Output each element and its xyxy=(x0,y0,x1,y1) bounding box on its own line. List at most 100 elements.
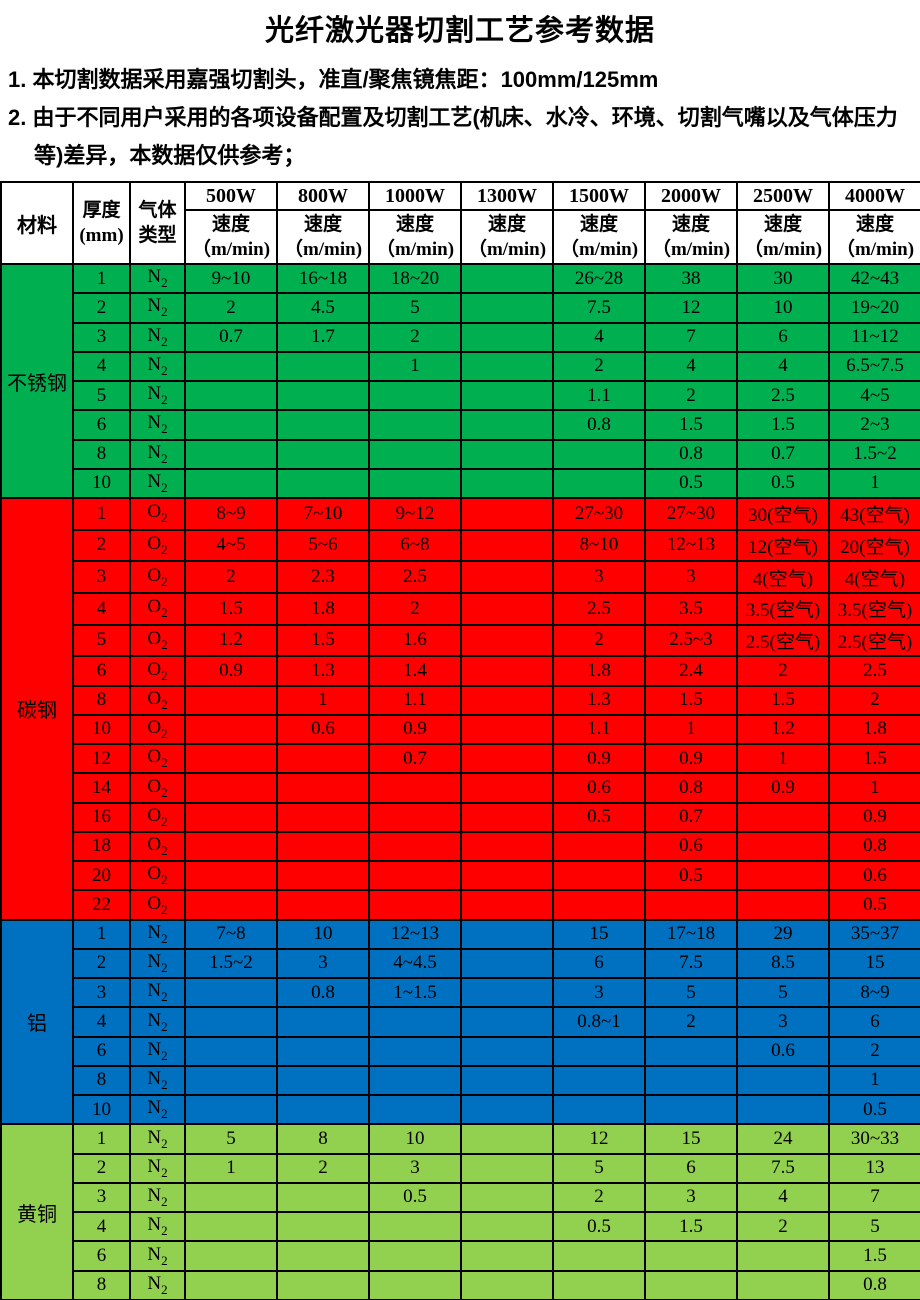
table-row: 22 O2 0.5 xyxy=(1,889,920,921)
speed-label: 速度 xyxy=(303,214,342,235)
speed-cell xyxy=(368,860,462,892)
speed-cell: 20(空气) xyxy=(828,528,920,563)
speed-cell: 24 xyxy=(736,1123,830,1155)
thickness-cell: 4 xyxy=(72,1006,131,1038)
speed-cell: 1 xyxy=(828,1064,920,1097)
note-1: 1. 本切割数据采用嘉强切割头，准直/聚焦镜焦距：100mm/125mm xyxy=(8,67,659,92)
table-row: 8 N2 1 xyxy=(1,1064,920,1097)
speed-cell xyxy=(184,830,278,863)
speed-cell: 3.5(空气) xyxy=(736,591,830,626)
speed-cell xyxy=(276,350,370,383)
speed-cell xyxy=(644,1240,738,1272)
gas-cell: N2 xyxy=(129,379,186,412)
table-row: 12 O2 0.7 0.9 0.9 1 1.5 xyxy=(1,743,920,775)
gas-cell: O2 xyxy=(129,528,186,563)
speed-cell xyxy=(276,1035,370,1067)
table-row: 碳钢 1 O2 8~9 7~10 9~12 27~30 27~30 30(空气) 43(空气) xyxy=(0,497,920,921)
gas-cell: N2 xyxy=(129,1181,186,1214)
thickness-cell: 16 xyxy=(72,801,131,833)
speed-cell: 1.8 xyxy=(828,713,920,746)
speed-cell: 0.9 xyxy=(736,772,830,804)
table-row: 3 N2 0.5 2 3 4 7 xyxy=(1,1181,920,1214)
speed-cell xyxy=(184,684,278,716)
speed-cell: 4 xyxy=(644,350,738,383)
speed-cell: 1 xyxy=(828,772,920,804)
speed-cell xyxy=(276,1006,370,1038)
speed-cell xyxy=(460,1094,554,1126)
speed-cell xyxy=(368,1006,462,1038)
gas-cell: N2 xyxy=(129,1006,186,1038)
gas-cell: N2 xyxy=(129,977,186,1009)
speed-cell: 3 xyxy=(644,1181,738,1214)
speed-cell xyxy=(368,1035,462,1067)
speed-unit-label: （m/min) xyxy=(191,239,271,260)
speed-cell xyxy=(276,438,370,470)
speed-cell xyxy=(368,1240,462,1272)
speed-cell: 0.5 xyxy=(736,467,830,500)
speed-cell: 1.5~2 xyxy=(828,438,920,470)
speed-cell: 2 xyxy=(552,350,646,383)
speed-cell xyxy=(460,684,554,716)
speed-cell: 0.6 xyxy=(552,772,646,804)
speed-label: 速度 xyxy=(487,214,526,235)
speed-cell: 2.5(空气) xyxy=(736,623,830,658)
speed-cell: 2 xyxy=(276,1152,370,1184)
speed-cell xyxy=(184,1211,278,1243)
speed-cell xyxy=(460,977,554,1009)
speed-cell xyxy=(276,1064,370,1097)
speed-cell: 30~33 xyxy=(828,1123,920,1155)
speed-label: 速度 xyxy=(763,214,802,235)
speed-cell xyxy=(644,889,738,921)
speed-cell: 43(空气) xyxy=(828,497,920,531)
speed-cell xyxy=(276,379,370,412)
speed-cell xyxy=(368,801,462,833)
speed-cell: 10 xyxy=(736,292,830,324)
speed-cell: 1~1.5 xyxy=(368,977,462,1009)
thickness-cell: 6 xyxy=(72,409,131,441)
power-header-2000W: 2000W xyxy=(644,181,738,211)
material-cell: 铝 xyxy=(0,918,74,1126)
thickness-cell: 2 xyxy=(72,528,131,563)
thickness-cell: 8 xyxy=(72,684,131,716)
speed-cell: 5 xyxy=(368,292,462,324)
table-header: 材料 厚度 (mm) 气体 类型 500W 800W 1000W 1300W 1500W… xyxy=(0,181,920,265)
speed-label: 速度 xyxy=(211,214,250,235)
speed-cell: 1.1 xyxy=(552,713,646,746)
table-row: 14 O2 0.6 0.8 0.9 1 xyxy=(1,772,920,804)
speed-cell xyxy=(276,1211,370,1243)
speed-cell xyxy=(276,830,370,863)
speed-cell: 1.5 xyxy=(644,684,738,716)
speed-cell xyxy=(460,409,554,441)
table-row: 10 O2 0.6 0.9 1.1 1 1.2 1.8 xyxy=(1,713,920,746)
speed-cell: 5 xyxy=(644,977,738,1009)
gas-cell: N2 xyxy=(129,438,186,470)
material-cell: 碳钢 xyxy=(0,497,74,921)
speed-cell: 7 xyxy=(644,321,738,353)
table-row: 铝 1 N2 7~8 10 12~13 15 17~18 29 35~37 xyxy=(0,918,920,1126)
speed-cell: 11~12 xyxy=(828,321,920,353)
speed-cell xyxy=(460,1181,554,1214)
speed-cell: 1.3 xyxy=(276,655,370,687)
thickness-cell: 3 xyxy=(72,1181,131,1214)
speed-header-4000W: 速度 （m/min) xyxy=(828,209,920,265)
speed-unit-label: （m/min) xyxy=(743,239,823,260)
speed-cell: 10 xyxy=(368,1123,462,1155)
header-gas-label-1: 气体 xyxy=(138,200,177,221)
speed-cell: 19~20 xyxy=(828,292,920,324)
header-thickness: 厚度 (mm) xyxy=(72,181,131,265)
speed-cell xyxy=(460,350,554,383)
speed-cell xyxy=(460,1240,554,1272)
speed-cell: 4 xyxy=(736,1181,830,1214)
speed-cell xyxy=(460,743,554,775)
speed-cell: 0.8 xyxy=(644,772,738,804)
table-row: 4 O2 1.5 1.8 2 2.5 3.5 3.5(空气) 3.5(空气) xyxy=(1,591,920,626)
speed-cell: 0.7 xyxy=(368,743,462,775)
speed-cell: 1.5 xyxy=(828,1240,920,1272)
speed-cell: 2.5 xyxy=(736,379,830,412)
material-cell: 黄铜 xyxy=(0,1123,74,1300)
speed-cell xyxy=(460,830,554,863)
speed-cell xyxy=(736,801,830,833)
thickness-cell: 1 xyxy=(72,262,131,295)
speed-cell xyxy=(644,1035,738,1067)
speed-cell: 15 xyxy=(828,947,920,980)
